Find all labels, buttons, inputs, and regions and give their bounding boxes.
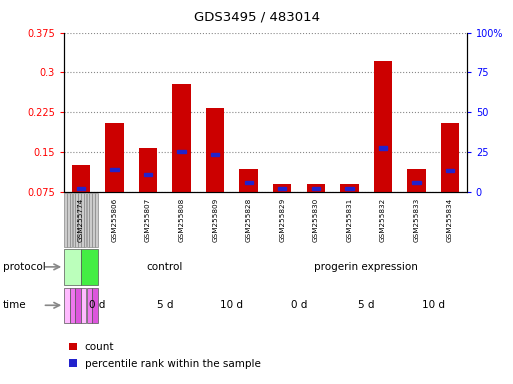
Text: GSM255828: GSM255828	[246, 198, 252, 242]
Bar	[441, 123, 459, 232]
Text: GDS3495 / 483014: GDS3495 / 483014	[193, 11, 320, 24]
Bar	[273, 184, 291, 232]
Bar	[81, 288, 87, 323]
Text: GSM255834: GSM255834	[447, 198, 453, 242]
Bar	[245, 181, 253, 184]
Bar	[67, 192, 70, 247]
Bar	[64, 288, 70, 323]
Bar	[70, 288, 75, 323]
Bar	[69, 359, 77, 367]
Text: 10 d: 10 d	[422, 300, 445, 310]
Bar	[206, 108, 224, 232]
Bar	[84, 192, 87, 247]
Text: GSM255829: GSM255829	[279, 198, 285, 242]
Bar	[64, 192, 67, 247]
Bar	[72, 166, 90, 232]
Text: GSM255807: GSM255807	[145, 198, 151, 242]
Bar	[70, 192, 72, 247]
Bar	[307, 184, 325, 232]
Bar	[345, 187, 353, 190]
Bar	[69, 343, 77, 350]
Bar	[340, 184, 359, 232]
Bar	[144, 173, 152, 176]
Text: GSM255830: GSM255830	[313, 198, 319, 242]
Bar	[373, 61, 392, 232]
Bar	[81, 249, 97, 285]
Bar	[172, 84, 191, 232]
Text: protocol: protocol	[3, 262, 45, 272]
Bar	[407, 169, 426, 232]
Bar	[139, 148, 157, 232]
Text: 0 d: 0 d	[89, 300, 106, 310]
Bar	[177, 149, 186, 153]
Text: GSM255774: GSM255774	[78, 198, 84, 242]
Bar	[211, 153, 219, 156]
Text: 0 d: 0 d	[291, 300, 307, 310]
Text: 5 d: 5 d	[358, 300, 374, 310]
Text: control: control	[147, 262, 183, 272]
Bar	[240, 169, 258, 232]
Bar	[72, 192, 75, 247]
Bar	[77, 187, 85, 190]
Bar	[110, 167, 119, 171]
Bar	[78, 192, 81, 247]
Text: GSM255832: GSM255832	[380, 198, 386, 242]
Text: time: time	[3, 300, 26, 310]
Text: GSM255808: GSM255808	[179, 198, 185, 242]
Bar	[75, 192, 78, 247]
Bar	[95, 192, 97, 247]
Bar	[75, 288, 81, 323]
Text: 5 d: 5 d	[156, 300, 173, 310]
Text: percentile rank within the sample: percentile rank within the sample	[85, 359, 261, 369]
Bar	[87, 288, 92, 323]
Text: progerin expression: progerin expression	[314, 262, 418, 272]
Text: GSM255806: GSM255806	[111, 198, 117, 242]
Text: GSM255831: GSM255831	[346, 198, 352, 242]
Bar	[412, 181, 421, 184]
Bar	[379, 146, 387, 149]
Text: GSM255809: GSM255809	[212, 198, 218, 242]
Bar	[89, 192, 92, 247]
Bar	[92, 288, 97, 323]
Bar	[64, 249, 81, 285]
Bar	[81, 192, 84, 247]
Bar	[446, 169, 454, 172]
Bar	[87, 192, 89, 247]
Bar	[312, 187, 320, 190]
Bar	[92, 192, 95, 247]
Text: count: count	[85, 342, 114, 352]
Bar	[105, 123, 124, 232]
Bar	[278, 187, 286, 190]
Text: GSM255833: GSM255833	[413, 198, 420, 242]
Text: 10 d: 10 d	[221, 300, 244, 310]
